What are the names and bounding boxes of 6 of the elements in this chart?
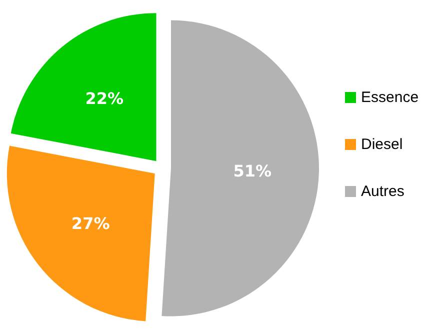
data-label: 22%	[85, 88, 124, 108]
data-label: 51%	[233, 161, 272, 180]
data-label: 27%	[71, 214, 110, 234]
legend-label: Diesel	[361, 136, 403, 153]
legend-label: Essence	[361, 89, 419, 106]
legend-label: Autres	[361, 183, 404, 200]
